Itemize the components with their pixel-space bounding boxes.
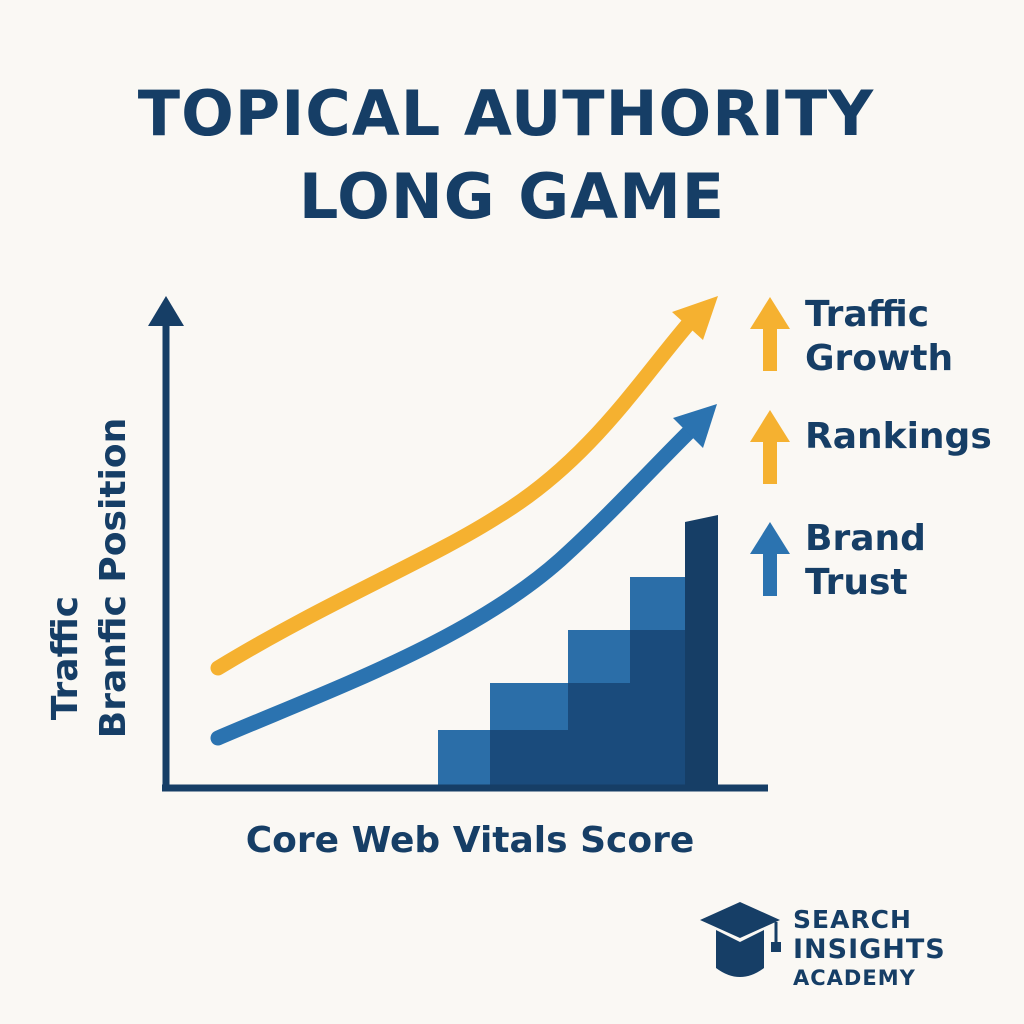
axis-arrow [148,296,184,326]
arrow-head [672,296,718,340]
logo [700,902,781,977]
title-line: LONG GAME [299,160,725,233]
x-axis-label: Core Web Vitals Score [246,820,695,861]
legend-label: Trust [805,562,908,603]
legend-label: Growth [805,338,953,379]
legend-label: Traffic [805,294,929,335]
axes [162,318,768,792]
arrow-head [673,404,717,448]
staircase [438,515,718,787]
legend-icons [750,297,790,596]
brand-text: INSIGHTS [793,934,946,965]
legend-label: Rankings [805,416,992,457]
growth-arrow [210,314,698,676]
brand-text: ACADEMY [793,966,916,990]
y-axis-label: Traffic [45,596,86,720]
y-axis-label: Branfic Position [93,418,134,738]
ranking-arrow [210,420,701,746]
brand-text: SEARCH [793,905,912,934]
title-line: TOPICAL AUTHORITY [138,77,874,150]
legend-label: Brand [805,518,926,559]
